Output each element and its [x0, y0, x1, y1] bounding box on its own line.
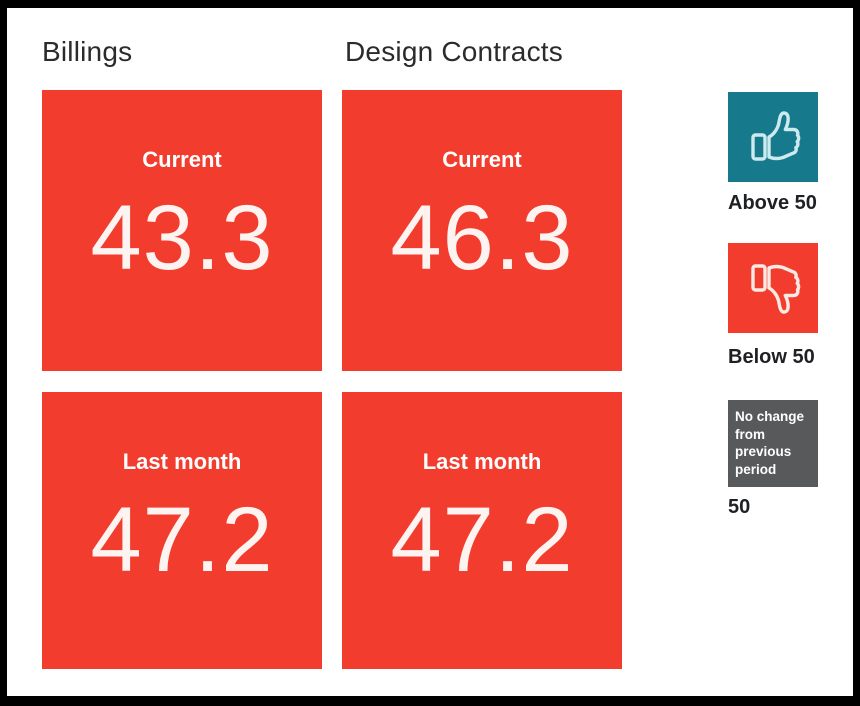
legend-above-50-label: Above 50	[728, 192, 817, 214]
design-contracts-last-month-card: Last month 47.2	[342, 392, 622, 669]
legend-no-change-swatch: No change from previous period	[728, 400, 818, 487]
legend-above-50-swatch	[728, 92, 818, 182]
section-title-billings: Billings	[42, 36, 133, 67]
thumbs-down-icon	[751, 264, 801, 314]
billings-last-month-card: Last month 47.2	[42, 392, 322, 669]
card-label: Last month	[422, 449, 542, 474]
card-value: 47.2	[90, 489, 274, 591]
card-value: 43.3	[90, 187, 274, 289]
thumbs-up-icon	[751, 111, 801, 161]
billings-current-card: Current 43.3	[42, 90, 322, 371]
card-value: 46.3	[390, 187, 574, 289]
card-label: Current	[142, 147, 222, 172]
dashboard-content: Billings Design Contracts Current 43.3 C…	[7, 8, 853, 696]
section-title-design-contracts: Design Contracts	[345, 36, 563, 67]
legend-50-label: 50	[728, 496, 751, 518]
legend-below-50-label: Below 50	[728, 346, 815, 368]
design-contracts-current-card: Current 46.3	[342, 90, 622, 371]
card-label: Last month	[122, 449, 242, 474]
card-label: Current	[442, 147, 522, 172]
legend-below-50-swatch	[728, 243, 818, 333]
card-value: 47.2	[390, 489, 574, 591]
